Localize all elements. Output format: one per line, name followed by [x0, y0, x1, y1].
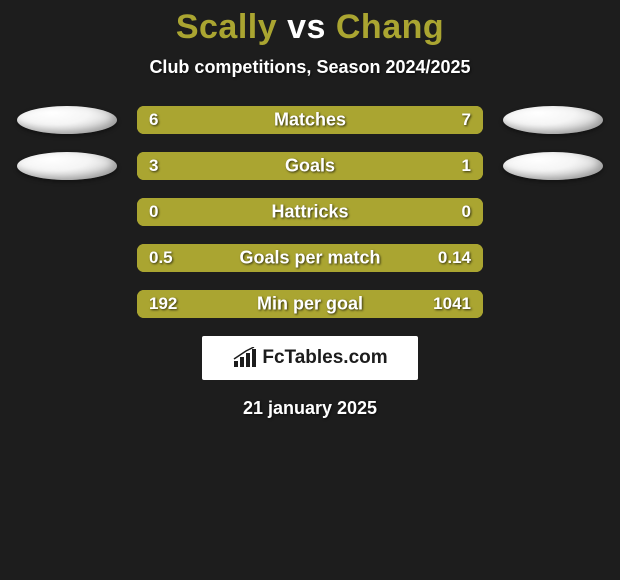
brand-text: FcTables.com: [262, 347, 387, 369]
stat-bar: 6 7 Matches: [137, 106, 483, 134]
stat-row: 3 1 Goals: [0, 152, 620, 180]
stat-bar: 0 0 Hattricks: [137, 198, 483, 226]
stat-row: 192 1041 Min per goal: [0, 290, 620, 318]
chart-icon: [232, 347, 258, 369]
date-label: 21 january 2025: [0, 398, 620, 419]
vs-label: vs: [287, 8, 326, 46]
player1-orb: [17, 152, 117, 180]
stat-label: Goals: [285, 156, 335, 177]
stat-label: Matches: [274, 110, 346, 131]
stat-row: 0.5 0.14 Goals per match: [0, 244, 620, 272]
stat-row: 6 7 Matches: [0, 106, 620, 134]
stat-right-value: 0.14: [438, 248, 471, 268]
player2-name: Chang: [336, 8, 444, 46]
stat-left-value: 3: [149, 156, 158, 176]
stat-left-value: 192: [149, 294, 177, 314]
bar-left-fill: [137, 106, 296, 134]
stat-bar: 0.5 0.14 Goals per match: [137, 244, 483, 272]
stat-left-value: 0: [149, 202, 158, 222]
stat-label: Goals per match: [239, 248, 380, 269]
subtitle: Club competitions, Season 2024/2025: [0, 57, 620, 78]
player1-orb: [17, 106, 117, 134]
stat-right-value: 1041: [433, 294, 471, 314]
player2-orb: [503, 106, 603, 134]
brand-badge[interactable]: FcTables.com: [202, 336, 418, 380]
comparison-widget: Scally vs Chang Club competitions, Seaso…: [0, 0, 620, 419]
stat-right-value: 7: [462, 110, 471, 130]
stat-left-value: 6: [149, 110, 158, 130]
stat-right-value: 1: [462, 156, 471, 176]
player1-name: Scally: [176, 8, 277, 46]
stats-rows: 6 7 Matches 3 1 Goals 0 0 Hattricks 0.5 0.14 Goals …: [0, 106, 620, 318]
stat-row: 0 0 Hattricks: [0, 198, 620, 226]
bar-left-fill: [137, 152, 397, 180]
stat-label: Min per goal: [257, 294, 363, 315]
page-title: Scally vs Chang: [0, 8, 620, 47]
stat-bar: 3 1 Goals: [137, 152, 483, 180]
stat-left-value: 0.5: [149, 248, 173, 268]
player2-orb: [503, 152, 603, 180]
stat-right-value: 0: [462, 202, 471, 222]
stat-label: Hattricks: [271, 202, 348, 223]
stat-bar: 192 1041 Min per goal: [137, 290, 483, 318]
